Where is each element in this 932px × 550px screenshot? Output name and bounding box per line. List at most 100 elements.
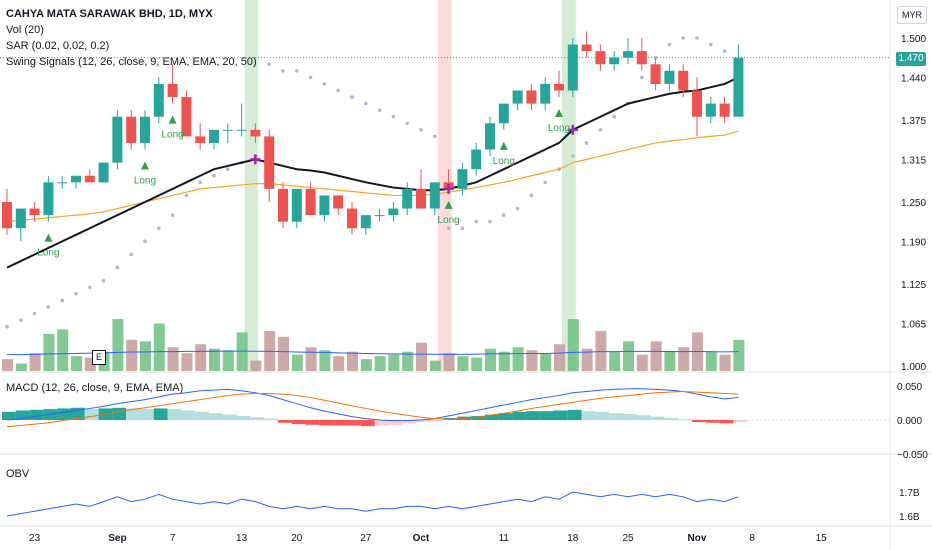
sar-dot	[32, 311, 37, 316]
sar-dot	[433, 134, 437, 139]
candle-body	[29, 208, 40, 216]
macd-histogram-bar	[209, 413, 223, 420]
sar-dot	[170, 213, 175, 217]
candle-body	[567, 44, 578, 91]
sar-dot	[612, 114, 616, 119]
ema-slow-line	[6, 130, 739, 223]
price-tick-label: 1.125	[901, 280, 926, 291]
obv-tick-label: 1.7B	[899, 488, 920, 499]
candle-body	[2, 202, 12, 229]
candle-body	[623, 51, 633, 58]
sar-dot	[598, 128, 603, 132]
sar-dot	[405, 121, 410, 126]
candle-body	[236, 129, 247, 131]
macd-histogram-bar	[222, 414, 237, 420]
volume-bar	[485, 348, 496, 371]
volume-bar	[319, 350, 331, 371]
sar-dot	[212, 173, 216, 178]
sar-dot	[377, 108, 382, 112]
macd-line	[6, 388, 739, 422]
candle-body	[512, 90, 523, 104]
sar-dot	[515, 206, 520, 211]
volume-bar	[126, 339, 138, 371]
macd-tick-label: 0.000	[897, 416, 922, 427]
date-tick-label: 15	[816, 533, 828, 544]
volume-bar	[222, 350, 234, 371]
volume-bar	[471, 357, 483, 371]
macd-histogram-bar	[347, 420, 361, 426]
swing-legend: Swing Signals (12, 26, close, 9, EMA, EM…	[6, 56, 257, 68]
macd-histogram-bar	[664, 417, 679, 420]
candle-body	[498, 103, 509, 124]
macd-histogram-bar	[291, 420, 306, 425]
volume-bar	[719, 354, 731, 371]
macd-histogram-bar	[719, 420, 734, 424]
sar-dot	[722, 49, 727, 53]
macd-histogram-bar	[540, 411, 554, 420]
sar-dot	[5, 324, 9, 329]
sar-dot	[336, 88, 341, 93]
macd-histogram-bar	[567, 409, 582, 420]
volume-bar	[29, 353, 41, 371]
obv-legend: OBV	[6, 468, 30, 480]
date-tick-label: 25	[622, 533, 634, 544]
sar-dot	[308, 75, 313, 80]
macd-histogram-bar	[181, 410, 196, 420]
date-tick-label: 18	[567, 533, 579, 544]
currency-button[interactable]: MYR	[897, 6, 927, 24]
volume-bar	[374, 356, 386, 371]
sar-dot	[571, 154, 575, 158]
candle-body	[112, 116, 123, 163]
volume-bar	[140, 341, 151, 371]
macd-histogram-bar	[319, 420, 334, 426]
volume-bar	[57, 329, 69, 371]
sar-dot	[143, 239, 147, 244]
candle-body	[195, 136, 206, 143]
macd-histogram-bar	[264, 418, 278, 420]
candle-body	[15, 208, 26, 229]
sar-dot	[529, 193, 534, 198]
volume-bar	[609, 351, 621, 371]
macd-histogram-bar	[471, 415, 485, 420]
candle-body	[333, 195, 344, 209]
date-tick-label: 7	[170, 533, 176, 544]
macd-histogram-bar	[692, 420, 706, 423]
sar-dot	[667, 42, 672, 47]
last-price-tag: 1.470	[896, 52, 926, 66]
date-tick-label: 23	[29, 533, 41, 544]
macd-histogram-bar	[167, 409, 182, 420]
candle-body	[733, 57, 744, 117]
date-tick-label: 27	[360, 533, 372, 544]
earnings-marker[interactable]: E	[92, 350, 106, 365]
candle-body	[71, 175, 81, 183]
candle-body	[429, 182, 440, 209]
volume-bar	[347, 351, 358, 371]
volume-bar	[195, 344, 207, 371]
volume-bar	[209, 348, 220, 371]
macd-histogram-bar	[512, 411, 527, 420]
long-signal-label: Long	[37, 248, 59, 259]
volume-bar	[567, 319, 579, 371]
macd-histogram-bar	[140, 409, 154, 420]
volume-bar	[43, 333, 55, 371]
candle-body	[719, 103, 730, 117]
date-tick-label: Oct	[413, 533, 430, 544]
macd-histogram-bar	[650, 416, 665, 420]
long-signal-arrow	[444, 200, 453, 209]
long-signal-arrow	[168, 115, 177, 124]
volume-bar	[705, 351, 717, 371]
long-signal-arrow	[555, 109, 563, 118]
candle-body	[664, 70, 675, 84]
macd-histogram-bar	[126, 408, 140, 420]
sar-dot	[88, 285, 92, 290]
sar-dot	[115, 265, 120, 270]
macd-histogram-bar	[195, 411, 209, 420]
candle-body	[57, 182, 68, 184]
volume-bar	[360, 359, 372, 371]
macd-histogram-bar	[485, 414, 499, 420]
macd-signal-line	[6, 390, 739, 428]
sar-dot	[446, 226, 451, 231]
sar-dot	[502, 213, 506, 217]
sar-dot	[101, 278, 106, 283]
